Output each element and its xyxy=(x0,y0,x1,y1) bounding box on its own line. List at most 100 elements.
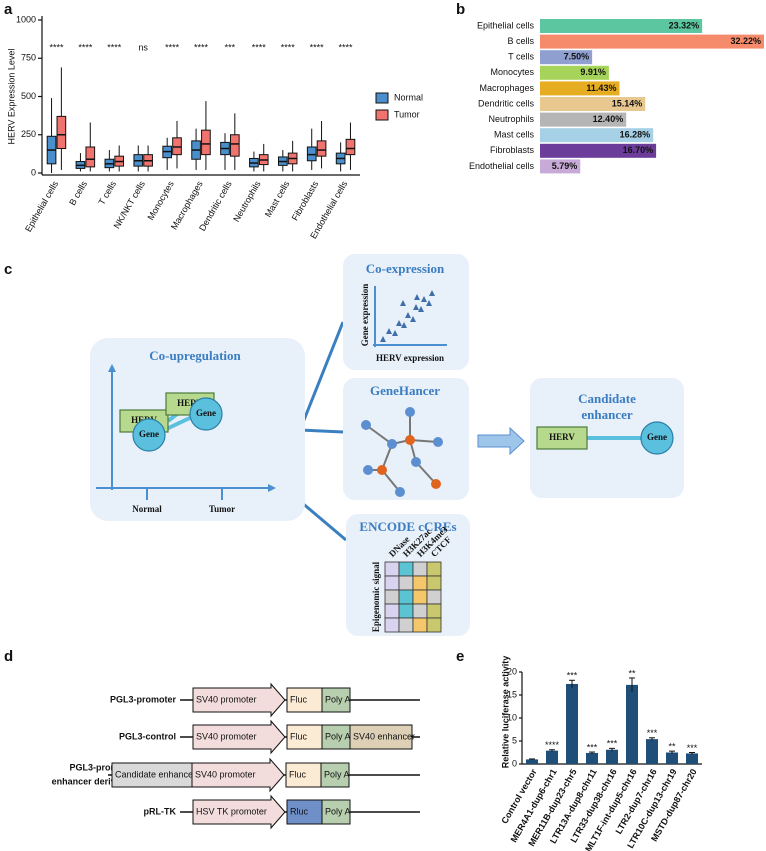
significance: *** xyxy=(225,42,236,52)
box xyxy=(229,134,240,157)
bar xyxy=(540,143,657,158)
promoter xyxy=(192,719,286,755)
signal-cell xyxy=(398,575,414,591)
significance: **** xyxy=(281,42,296,52)
gene-label: Gene xyxy=(139,429,159,439)
x-tick-label: Monocytes xyxy=(145,179,176,222)
constructs: PGL3-promoter SV40 promoter Fluc Poly A PGL3… xyxy=(52,682,420,830)
x-tick-label: Epithelial cells xyxy=(23,179,60,234)
y-tick-label: Dendritic cells xyxy=(478,98,535,108)
significance: *** xyxy=(687,743,698,753)
herv-label: HERV xyxy=(177,398,203,408)
signal-cell xyxy=(426,575,442,591)
y-tick-label: Mast cells xyxy=(494,130,535,140)
signal-cell xyxy=(426,617,442,633)
significance: **** xyxy=(194,42,209,52)
significance: **** xyxy=(310,42,325,52)
arrowhead xyxy=(108,364,116,372)
box-title: GeneHancer xyxy=(370,383,440,398)
element-label: Candidate enhancer xyxy=(115,769,196,779)
y-tick-label: 5 xyxy=(512,735,517,745)
y-tick-label: 0 xyxy=(512,758,517,768)
element-label: Poly A xyxy=(324,769,350,779)
promoter xyxy=(191,757,285,793)
bar xyxy=(526,759,538,764)
gene-circle xyxy=(132,418,166,452)
element xyxy=(286,724,323,750)
connector xyxy=(299,428,344,434)
element-label: Poly A xyxy=(325,694,351,704)
box-title: enhancer xyxy=(581,407,633,422)
bar xyxy=(666,752,678,764)
y-tick-label: 10 xyxy=(507,712,517,722)
bar xyxy=(686,753,698,764)
value-label: 32.22% xyxy=(730,36,761,46)
arrowhead xyxy=(268,484,276,492)
signal-cell xyxy=(398,603,414,619)
element-label: Rluc xyxy=(290,806,309,816)
bar xyxy=(540,112,627,127)
element-label: Fluc xyxy=(290,694,308,704)
element xyxy=(111,762,193,788)
significance: **** xyxy=(165,42,180,52)
significance: *** xyxy=(587,742,598,752)
bar xyxy=(540,34,764,49)
value-label: 9.91% xyxy=(580,67,606,77)
herv-label: HERV xyxy=(549,432,575,442)
bar xyxy=(540,19,703,33)
y-tick-label: Monocytes xyxy=(490,67,534,77)
significance: *** xyxy=(607,739,618,749)
connector xyxy=(298,321,345,431)
panel-label: c xyxy=(4,261,12,278)
signal-cell xyxy=(384,561,400,577)
y-tick-label: 250 xyxy=(21,129,36,139)
signal-cell xyxy=(412,603,428,619)
significance: *** xyxy=(647,728,658,738)
bar xyxy=(626,684,638,764)
significance: **** xyxy=(78,42,93,52)
x-label: HERV expression xyxy=(376,353,444,363)
signal-cell xyxy=(384,575,400,591)
element-label: SV40 promoter xyxy=(196,694,257,704)
bar xyxy=(586,752,598,764)
y-tick-label: Fibroblasts xyxy=(490,145,535,155)
element xyxy=(286,799,323,825)
x-tick-label: Mast cells xyxy=(263,179,292,219)
x-label: Tumor xyxy=(209,504,235,514)
bar xyxy=(540,50,593,65)
element-label: SV40 promoter xyxy=(195,769,256,779)
signal-cell xyxy=(426,603,442,619)
signal-cell xyxy=(412,589,428,605)
network-nodes xyxy=(361,407,443,497)
value-label: 7.50% xyxy=(564,52,590,62)
element xyxy=(321,687,351,713)
gene-label: Gene xyxy=(196,408,216,418)
y-tick-label: B cells xyxy=(507,36,534,46)
significance: ** xyxy=(628,668,636,678)
co-upregulation-box xyxy=(90,338,305,521)
x-label: Normal xyxy=(132,504,162,514)
signal-cell xyxy=(398,589,414,605)
bar xyxy=(646,739,658,764)
signal-cell xyxy=(412,575,428,591)
bar xyxy=(546,750,558,764)
signal-cell xyxy=(384,603,400,619)
y-tick-label: Endothelial cells xyxy=(469,161,535,171)
legend-label: Normal xyxy=(394,92,423,102)
value-label: 11.43% xyxy=(586,83,616,93)
element-label: Fluc xyxy=(290,731,308,741)
element-label: Poly A xyxy=(325,731,351,741)
promoter xyxy=(192,682,286,718)
herv-box xyxy=(536,426,588,450)
bar xyxy=(540,159,581,174)
scatter-glyphs xyxy=(380,290,435,342)
box-title: Co-expression xyxy=(366,261,445,276)
value-label: 12.40% xyxy=(593,114,624,124)
arrow xyxy=(477,426,525,456)
x-tick-label: B cells xyxy=(67,179,89,207)
y-tick-label: 0 xyxy=(31,167,36,177)
significance: ** xyxy=(668,741,676,751)
value-label: 15.14% xyxy=(612,98,643,108)
bar xyxy=(540,65,609,80)
